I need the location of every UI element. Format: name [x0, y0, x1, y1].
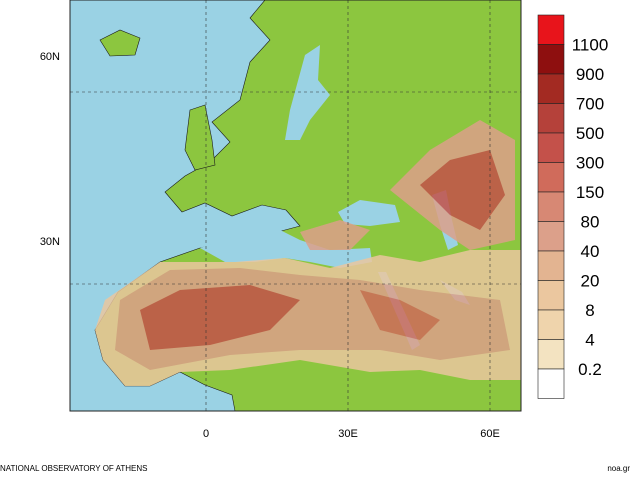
footer-left: NATIONAL OBSERVATORY OF ATHENS [0, 464, 147, 473]
baltic [285, 45, 330, 140]
colorbar-swatch [537, 191, 565, 222]
map-frame [69, 0, 522, 412]
colorbar-swatch [537, 250, 565, 281]
uk [184, 104, 216, 171]
colorbar-swatch [537, 309, 565, 340]
colorbar-swatch [537, 339, 565, 370]
iceland [99, 29, 141, 57]
colorbar-label: 4 [585, 331, 594, 350]
colorbar-swatch [537, 280, 565, 311]
mediterranean [200, 226, 372, 268]
colorbar-swatch [537, 162, 565, 193]
grid [70, 0, 521, 411]
colorbar-swatch [537, 103, 565, 134]
colorbar-label: 900 [576, 65, 604, 84]
colorbar-swatch [537, 368, 565, 399]
colorbar-label: 1100 [572, 36, 609, 55]
colorbar-swatch [537, 73, 565, 104]
colorbar-label: 300 [576, 154, 604, 173]
colorbar-label: 8 [585, 301, 594, 320]
lat-label: 60N [40, 51, 60, 63]
colorbar-label: 150 [576, 183, 604, 202]
colorbar-swatch [537, 44, 565, 75]
map [69, 0, 522, 412]
lat-label: 30N [40, 236, 60, 248]
colorbar-label: 700 [576, 95, 604, 114]
colorbar-swatch [537, 132, 565, 163]
footer-right: noa.gr [607, 464, 630, 473]
colorbar-swatch [537, 221, 565, 252]
lon-label: 0 [203, 428, 209, 440]
colorbar-label: 20 [581, 272, 600, 291]
colorbar-swatch [537, 14, 565, 45]
colorbar-label: 500 [576, 124, 604, 143]
lon-label: 60E [480, 428, 500, 440]
lon-label: 30E [338, 428, 358, 440]
axis-labels: 60N 30N 0 30E 60E [40, 51, 500, 440]
colorbar: 1100 900 700 500 300 150 80 40 20 8 4 0.2 [537, 14, 609, 399]
colorbar-label: 0.2 [578, 360, 602, 379]
colorbar-label: 80 [581, 213, 600, 232]
colorbar-label: 40 [581, 242, 600, 261]
black-sea [338, 200, 400, 226]
